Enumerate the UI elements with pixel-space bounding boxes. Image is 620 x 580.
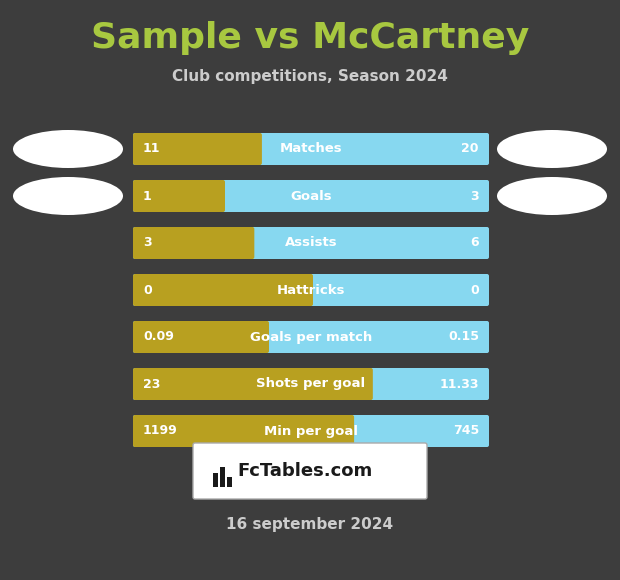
Text: Sample vs McCartney: Sample vs McCartney — [91, 21, 529, 55]
Text: 1: 1 — [143, 190, 152, 202]
Text: 3: 3 — [471, 190, 479, 202]
FancyBboxPatch shape — [133, 180, 489, 212]
Text: Min per goal: Min per goal — [264, 425, 358, 437]
FancyBboxPatch shape — [133, 368, 489, 400]
Text: Shots per goal: Shots per goal — [257, 378, 366, 390]
Text: 745: 745 — [453, 425, 479, 437]
Ellipse shape — [13, 177, 123, 215]
FancyBboxPatch shape — [133, 180, 225, 212]
Ellipse shape — [497, 130, 607, 168]
Text: 20: 20 — [461, 143, 479, 155]
Text: 3: 3 — [143, 237, 152, 249]
FancyBboxPatch shape — [133, 274, 313, 306]
Text: FcTables.com: FcTables.com — [237, 462, 372, 480]
Text: 11.33: 11.33 — [440, 378, 479, 390]
FancyBboxPatch shape — [133, 227, 254, 259]
Text: Matches: Matches — [280, 143, 342, 155]
Text: Assists: Assists — [285, 237, 337, 249]
Ellipse shape — [13, 130, 123, 168]
Text: 1199: 1199 — [143, 425, 178, 437]
FancyBboxPatch shape — [133, 133, 262, 165]
Text: 16 september 2024: 16 september 2024 — [226, 517, 394, 532]
Text: Goals: Goals — [290, 190, 332, 202]
Text: Goals per match: Goals per match — [250, 331, 372, 343]
Text: 0: 0 — [470, 284, 479, 296]
FancyBboxPatch shape — [133, 133, 489, 165]
Text: Hattricks: Hattricks — [277, 284, 345, 296]
FancyBboxPatch shape — [133, 321, 269, 353]
Text: 0.15: 0.15 — [448, 331, 479, 343]
Text: 0.09: 0.09 — [143, 331, 174, 343]
FancyBboxPatch shape — [193, 443, 427, 499]
Bar — [213, 473, 218, 487]
Ellipse shape — [497, 177, 607, 215]
Text: 0: 0 — [143, 284, 152, 296]
FancyBboxPatch shape — [133, 368, 373, 400]
Text: 11: 11 — [143, 143, 161, 155]
FancyBboxPatch shape — [133, 415, 354, 447]
FancyBboxPatch shape — [133, 415, 489, 447]
Text: 23: 23 — [143, 378, 161, 390]
FancyBboxPatch shape — [133, 227, 489, 259]
Text: 6: 6 — [471, 237, 479, 249]
Text: Club competitions, Season 2024: Club competitions, Season 2024 — [172, 68, 448, 84]
FancyBboxPatch shape — [133, 321, 489, 353]
Bar — [220, 467, 225, 487]
FancyBboxPatch shape — [133, 274, 489, 306]
Bar — [227, 477, 232, 487]
